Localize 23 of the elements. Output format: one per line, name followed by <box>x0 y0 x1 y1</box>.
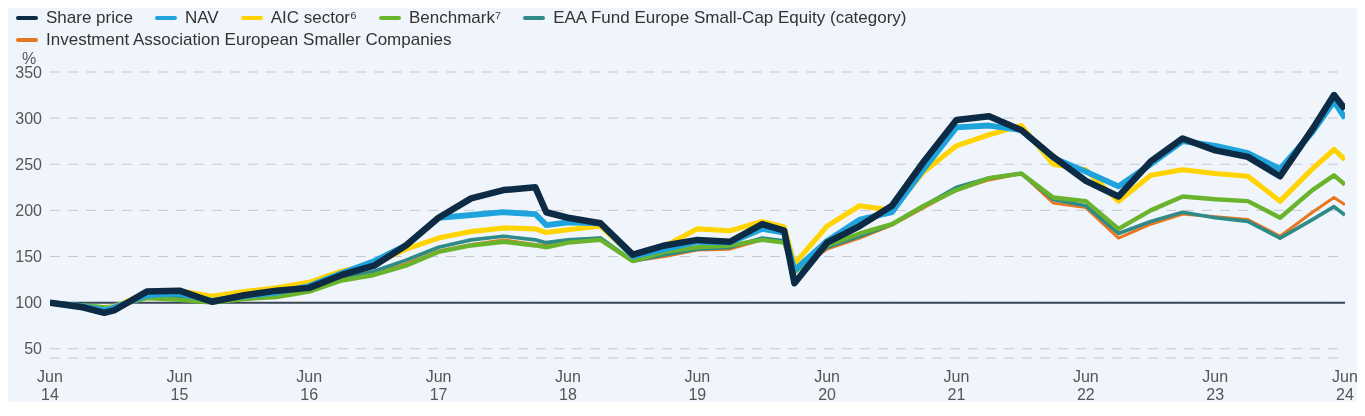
legend-label: Share price <box>46 8 133 28</box>
x-tick-label: Jun 16 <box>296 368 323 403</box>
x-tick-label: Jun 14 <box>37 368 63 403</box>
legend-label: EAA Fund Europe Small-Cap Equity (category) <box>553 8 907 28</box>
x-tick-label: Jun 17 <box>425 368 452 403</box>
x-tick-label: Jun 15 <box>166 368 193 403</box>
y-tick-label: 50 <box>24 340 43 358</box>
x-tick-label: Jun 20 <box>814 368 840 403</box>
legend-label: Benchmark⁷ <box>409 8 502 28</box>
legend-label: AIC sector⁶ <box>270 8 357 28</box>
x-tick-label: Jun 21 <box>943 368 970 403</box>
y-tick-label: 100 <box>15 294 43 312</box>
y-tick-label: 150 <box>15 248 43 266</box>
x-tick-label: Jun 19 <box>684 368 711 403</box>
legend-label: NAV <box>184 8 219 28</box>
y-tick-label: 250 <box>15 155 43 173</box>
y-tick-label: 300 <box>15 109 43 127</box>
x-tick-label: Jun 22 <box>1072 368 1099 403</box>
x-tick-label: Jun 18 <box>555 368 581 403</box>
x-tick-label: Jun 24 <box>1332 368 1358 403</box>
x-tick-label: Jun 23 <box>1202 368 1229 403</box>
legend-label: Investment Association European Smaller Companies <box>46 30 452 50</box>
y-tick-label: 200 <box>15 202 43 220</box>
